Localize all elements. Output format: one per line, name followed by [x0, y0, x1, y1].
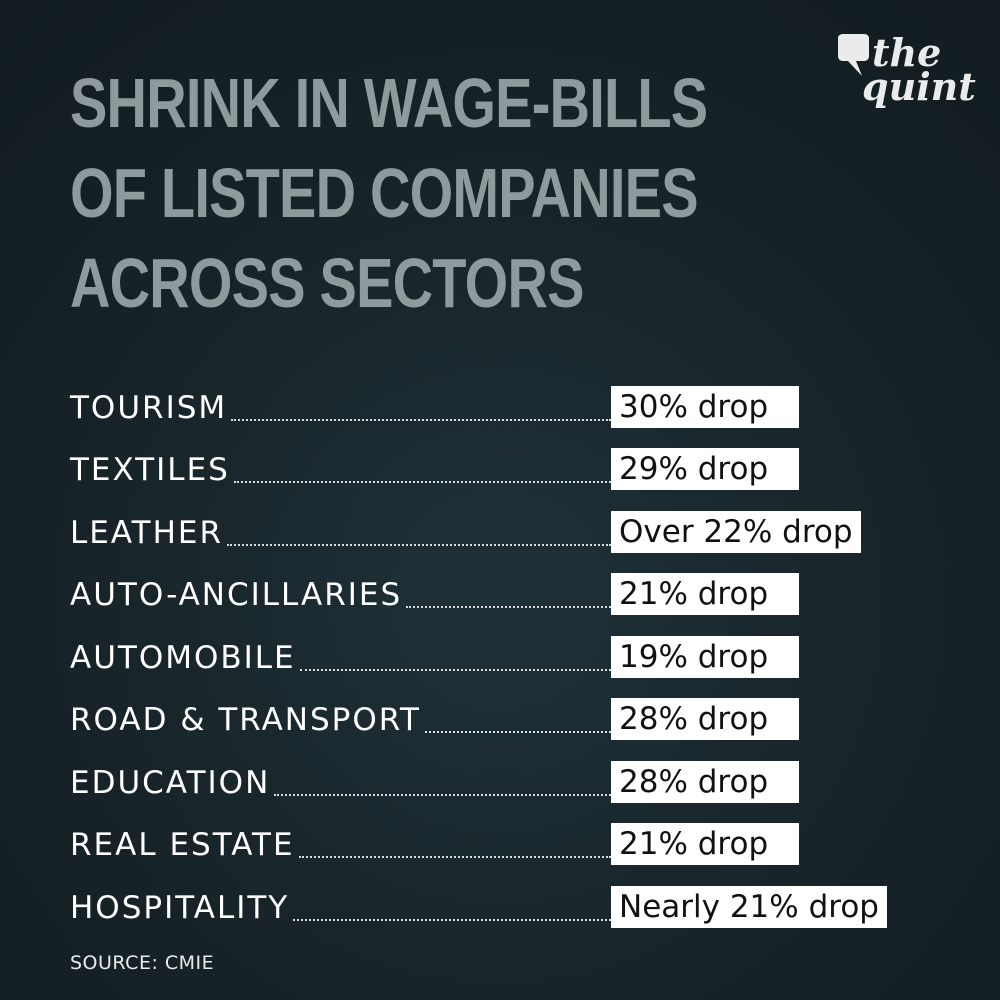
- table-row: LEATHER Over 22% drop: [70, 495, 970, 558]
- sector-label: LEATHER: [70, 514, 224, 551]
- table-row: EDUCATION 28% drop: [70, 745, 970, 808]
- title-line: OF LISTED COMPANIES: [70, 154, 699, 232]
- dotted-leader: [299, 856, 611, 858]
- sector-label: REAL ESTATE: [70, 827, 295, 863]
- logo-wordmark: the quint: [862, 30, 976, 106]
- value-label: 21% drop: [611, 573, 799, 615]
- title-line: ACROSS SECTORS: [70, 244, 584, 322]
- sector-label: TEXTILES: [70, 452, 230, 488]
- table-row: AUTOMOBILE 19% drop: [70, 620, 970, 683]
- table-row: TEXTILES 29% drop: [70, 433, 970, 496]
- sector-label: HOSPITALITY: [70, 889, 290, 926]
- value-label: Over 22% drop: [611, 510, 861, 553]
- sector-label: TOURISM: [70, 389, 228, 426]
- sector-label: AUTO-ANCILLARIES: [70, 577, 403, 613]
- value-label: 19% drop: [611, 635, 799, 678]
- speech-bubble-icon: [838, 34, 869, 76]
- dotted-leader: [234, 481, 611, 483]
- page-title: SHRINK IN WAGE-BILLS OF LISTED COMPANIES…: [70, 58, 708, 328]
- table-row: HOSPITALITY Nearly 21% drop: [70, 870, 970, 933]
- dotted-leader: [274, 793, 611, 796]
- dotted-leader: [231, 418, 611, 421]
- title-line: SHRINK IN WAGE-BILLS: [70, 64, 708, 142]
- the-quint-logo: the quint: [834, 30, 976, 114]
- value-label: Nearly 21% drop: [611, 885, 887, 928]
- value-label: 28% drop: [611, 760, 799, 803]
- dotted-leader: [227, 543, 611, 546]
- logo-word-quint: quint: [862, 64, 976, 109]
- value-label: 28% drop: [611, 698, 799, 740]
- value-label: 30% drop: [611, 385, 799, 428]
- sector-label: EDUCATION: [70, 764, 271, 801]
- table-row: REAL ESTATE 21% drop: [70, 808, 970, 871]
- sector-table: TOURISM 30% drop TEXTILES 29% drop LEATH…: [70, 370, 970, 933]
- dotted-leader: [425, 731, 611, 733]
- table-row: ROAD & TRANSPORT 28% drop: [70, 683, 970, 746]
- source-note: SOURCE: CMIE: [70, 952, 215, 974]
- dotted-leader: [300, 668, 611, 671]
- value-label: 29% drop: [611, 448, 799, 490]
- dotted-leader: [406, 606, 611, 608]
- logo-word-the: the: [872, 30, 942, 75]
- dotted-leader: [293, 918, 611, 921]
- table-row: TOURISM 30% drop: [70, 370, 970, 433]
- sector-label: AUTOMOBILE: [70, 639, 296, 676]
- sector-label: ROAD & TRANSPORT: [70, 702, 421, 738]
- table-row: AUTO-ANCILLARIES 21% drop: [70, 558, 970, 621]
- value-label: 21% drop: [611, 823, 799, 865]
